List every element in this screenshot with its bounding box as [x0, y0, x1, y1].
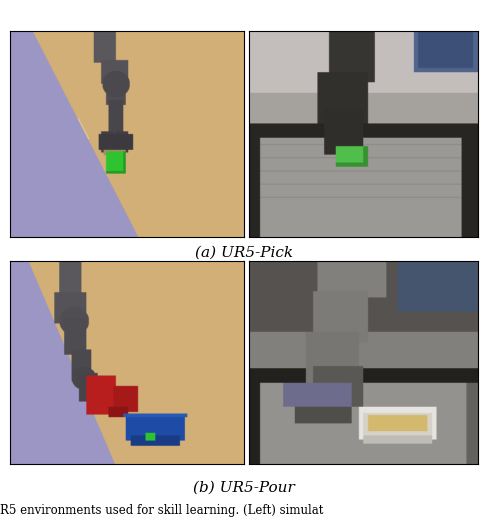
- Text: R5 environments used for skill learning. (Left) simulat: R5 environments used for skill learning.…: [0, 504, 324, 517]
- Text: (b) UR5-Pour: (b) UR5-Pour: [193, 480, 295, 494]
- Text: (a) UR5-Pick: (a) UR5-Pick: [195, 245, 293, 259]
